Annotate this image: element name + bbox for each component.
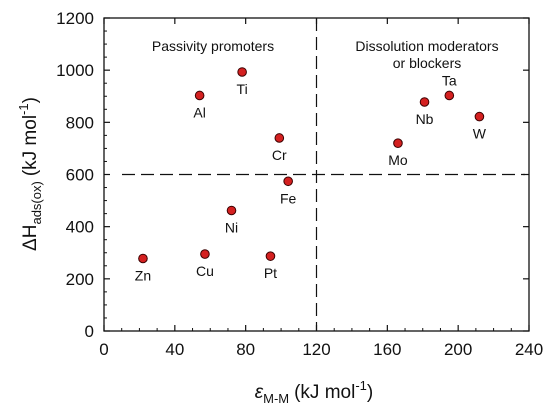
data-point-marker xyxy=(474,111,485,122)
point-nb: Nb xyxy=(416,97,434,127)
y-tick: 200 xyxy=(66,270,529,319)
data-point-marker xyxy=(274,133,285,143)
data-point-marker xyxy=(200,249,210,259)
data-point-label: Pt xyxy=(264,265,277,281)
data-point-marker xyxy=(138,253,148,264)
point-ta: Ta xyxy=(442,72,457,101)
reference-lines xyxy=(122,18,525,331)
y-axis-unit: (kJ mol xyxy=(20,115,41,176)
y-tick-label: 1000 xyxy=(56,61,94,80)
x-tick-label: 160 xyxy=(373,340,401,359)
data-point-label: Ti xyxy=(237,81,248,97)
x-axis-unit-close: ) xyxy=(367,382,373,403)
data-point-marker xyxy=(237,67,247,77)
point-al: Al xyxy=(193,90,206,120)
point-zn: Zn xyxy=(135,253,151,283)
y-axis-unit-exponent: -1 xyxy=(16,103,31,115)
x-tick: 40 xyxy=(121,18,184,359)
x-tick: 240 xyxy=(475,18,543,359)
x-tick-label: 120 xyxy=(302,340,330,359)
y-tick: 1200 xyxy=(56,9,529,58)
y-tick: 1000 xyxy=(56,61,529,110)
x-tick-label: 80 xyxy=(236,340,255,359)
data-point-label: Zn xyxy=(135,267,151,283)
data-points: Zn Cu Pt Ni Fe Cr Al Ti Mo Nb Ta W xyxy=(135,67,487,283)
y-tick: 800 xyxy=(66,113,529,162)
x-axis-unit: (kJ mol xyxy=(294,382,355,403)
data-point-marker xyxy=(226,205,237,216)
data-point-marker xyxy=(444,90,455,101)
y-tick-label: 0 xyxy=(85,322,94,341)
data-point-marker xyxy=(194,90,205,101)
y-tick: 600 xyxy=(66,166,529,215)
y-tick-label: 800 xyxy=(66,113,94,132)
x-tick-label: 40 xyxy=(165,340,184,359)
x-tick-label: 0 xyxy=(99,340,108,359)
region-label-right-line2: or blockers xyxy=(393,55,461,71)
data-point-label: Cu xyxy=(196,263,214,279)
y-tick-label: 600 xyxy=(66,166,94,185)
data-point-marker xyxy=(419,97,430,107)
y-axis-title: ΔHads(ox) (kJ mol-1) xyxy=(16,97,44,251)
y-tick-label: 200 xyxy=(66,270,94,289)
y-tick: 0 xyxy=(85,322,529,341)
x-tick: 80 xyxy=(192,18,255,359)
region-label-left: Passivity promoters xyxy=(152,38,274,54)
point-mo: Mo xyxy=(388,138,408,168)
x-tick: 160 xyxy=(333,18,402,359)
x-axis-subscript: M-M xyxy=(263,391,289,406)
x-axis-unit-exponent: -1 xyxy=(355,378,367,393)
x-axis-ticks: 0 40 80 120 160 200 240 xyxy=(99,18,543,359)
y-axis-unit-close: ) xyxy=(20,97,41,103)
x-tick-label: 240 xyxy=(515,340,543,359)
y-tick: 400 xyxy=(66,218,529,267)
x-tick: 0 xyxy=(99,18,109,359)
region-label-right-line1: Dissolution moderators xyxy=(355,38,498,54)
point-ni: Ni xyxy=(225,205,238,235)
data-point-label: Mo xyxy=(388,152,408,168)
x-tick: 120 xyxy=(262,18,331,359)
point-pt: Pt xyxy=(264,251,277,281)
point-cu: Cu xyxy=(196,249,214,279)
y-tick-label: 400 xyxy=(66,218,94,237)
point-fe: Fe xyxy=(280,176,297,206)
point-ti: Ti xyxy=(237,67,248,97)
x-tick: 200 xyxy=(404,18,472,359)
y-axis-subscript: ads(ox) xyxy=(29,181,44,224)
data-point-marker xyxy=(393,138,403,148)
data-point-label: Nb xyxy=(416,111,434,127)
y-axis-ticks: 0 200 400 600 800 1000 1200 xyxy=(56,9,529,341)
data-point-marker xyxy=(265,251,276,261)
x-axis-symbol: ε xyxy=(255,382,264,403)
point-cr: Cr xyxy=(272,133,287,163)
x-tick-label: 200 xyxy=(444,340,472,359)
data-point-label: Fe xyxy=(280,190,297,206)
data-point-label: Cr xyxy=(272,147,287,163)
x-axis-title: εM-M (kJ mol-1) xyxy=(255,378,373,406)
data-point-label: W xyxy=(473,126,487,142)
y-axis-symbol: ΔH xyxy=(20,225,41,251)
data-point-label: Ta xyxy=(442,72,457,88)
data-point-label: Ni xyxy=(225,219,238,235)
data-point-marker xyxy=(283,176,293,187)
y-tick-label: 1200 xyxy=(56,9,94,28)
data-point-label: Al xyxy=(193,104,205,120)
point-w: W xyxy=(473,111,487,142)
